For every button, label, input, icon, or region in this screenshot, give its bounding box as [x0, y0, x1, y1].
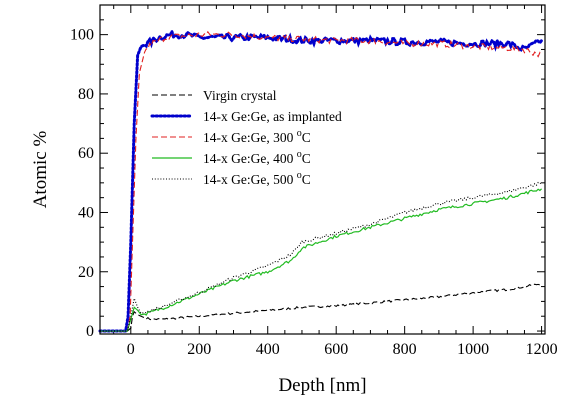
- plot-frame: [99, 4, 546, 335]
- legend-label-3: 14-x Ge:Ge, 300 oC: [203, 128, 311, 145]
- y-tick-label: 60: [78, 145, 94, 162]
- legend-label-4: 14-x Ge:Ge, 400 oC: [203, 149, 311, 166]
- x-tick-label: 600: [324, 341, 348, 358]
- x-tick-label: 1200: [526, 341, 558, 358]
- tick-labels: 0 200 400 600 800 1000 1200 0 20 40 60 80 100: [70, 27, 558, 358]
- x-tick-label: 400: [256, 341, 280, 358]
- series-lines: [98, 27, 544, 333]
- y-tick-label: 0: [86, 323, 94, 340]
- y-tick-label: 100: [70, 27, 94, 44]
- y-tick-label: 80: [78, 86, 94, 103]
- legend-label-5: 14-x Ge:Ge, 500 oC: [203, 170, 311, 187]
- x-axis-title: Depth [nm]: [278, 375, 366, 396]
- series-line-5: [100, 181, 542, 332]
- legend: Virgin crystal 14-x Ge:Ge, as implanted 14…: [150, 88, 342, 187]
- legend-label-2: 14-x Ge:Ge, as implanted: [203, 109, 342, 124]
- series-line-3: [100, 30, 543, 332]
- y-tick-label: 40: [78, 204, 94, 221]
- x-tick-label: 800: [393, 341, 417, 358]
- y-tick-label: 20: [78, 264, 94, 281]
- legend-label-1: Virgin crystal: [203, 88, 277, 103]
- series-line-2: [98, 27, 544, 333]
- y-axis-title: Atomic %: [30, 131, 51, 209]
- axis-ticks: [100, 4, 545, 334]
- series-line-1: [100, 283, 542, 332]
- x-tick-label: 1000: [457, 341, 489, 358]
- x-tick-label: 0: [127, 341, 135, 358]
- series-line-4: [100, 188, 542, 332]
- x-tick-label: 200: [187, 341, 211, 358]
